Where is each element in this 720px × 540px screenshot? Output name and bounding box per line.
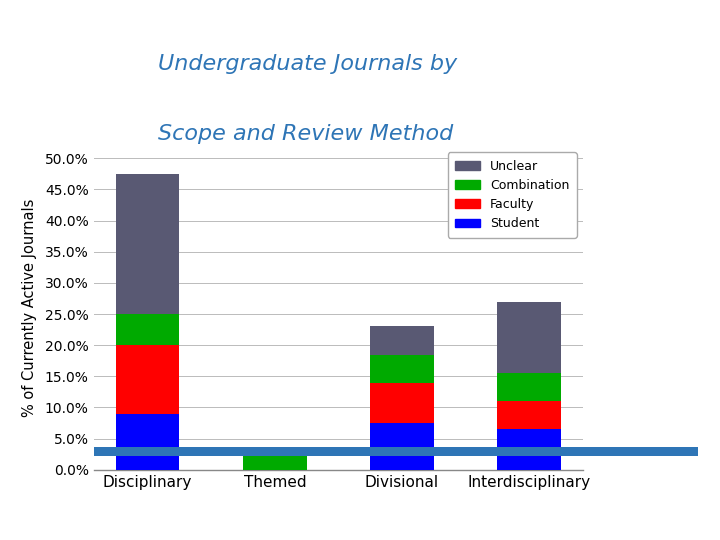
Bar [116, 345, 179, 414]
Bar [498, 373, 561, 401]
Bar [370, 355, 433, 382]
Bar [243, 449, 307, 470]
Legend: Unclear, Combination, Faculty, Student: Unclear, Combination, Faculty, Student [448, 152, 577, 238]
Bar [498, 301, 561, 373]
Bar [116, 314, 179, 345]
Text: Undergraduate Journals by: Undergraduate Journals by [158, 54, 457, 74]
Bar [116, 414, 179, 470]
Bar [116, 174, 179, 314]
Bar [498, 401, 561, 429]
Bar [370, 327, 433, 355]
Bar [370, 423, 433, 470]
Text: Scope and Review Method: Scope and Review Method [158, 124, 454, 144]
Bar [498, 429, 561, 470]
Bar [370, 382, 433, 423]
Y-axis label: % of Currently Active Journals: % of Currently Active Journals [22, 199, 37, 417]
